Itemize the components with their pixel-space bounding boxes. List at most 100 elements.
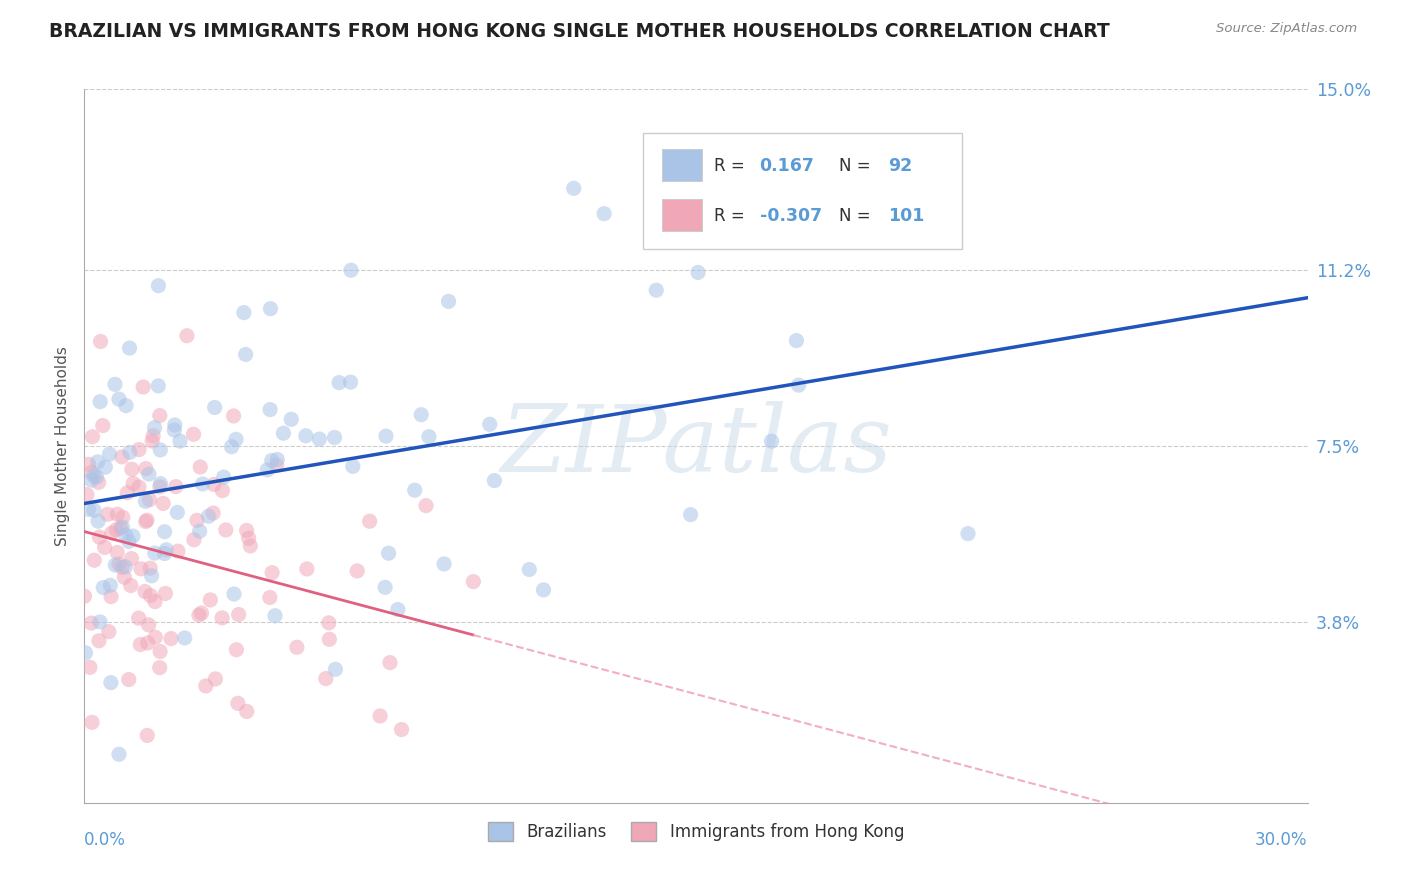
Point <box>315 672 337 686</box>
Point <box>266 452 288 467</box>
Point <box>138 618 160 632</box>
Text: 30.0%: 30.0% <box>1256 831 1308 849</box>
Point <box>111 520 134 534</box>
Point <box>83 503 105 517</box>
Point <box>318 615 340 630</box>
Point <box>89 394 111 409</box>
Point <box>183 533 205 547</box>
Point <box>374 580 396 594</box>
Point <box>143 594 166 608</box>
Point <box>87 633 110 648</box>
Point <box>77 457 100 471</box>
Point <box>134 584 156 599</box>
Point <box>149 409 172 423</box>
Point <box>80 715 103 730</box>
Point <box>105 523 128 537</box>
Point <box>129 638 152 652</box>
Point <box>200 593 222 607</box>
Point <box>232 305 254 319</box>
Y-axis label: Single Mother Households: Single Mother Households <box>55 346 70 546</box>
Text: 92: 92 <box>887 157 912 175</box>
Point <box>87 475 110 490</box>
Point <box>89 530 111 544</box>
Text: Source: ZipAtlas.com: Source: ZipAtlas.com <box>1216 22 1357 36</box>
Point <box>76 488 98 502</box>
Point <box>143 546 166 560</box>
Point <box>132 380 155 394</box>
Point <box>100 590 122 604</box>
Point <box>260 453 283 467</box>
Point <box>111 560 134 574</box>
Point <box>378 656 401 670</box>
Point <box>105 507 128 521</box>
Point <box>90 334 112 349</box>
Point <box>136 728 159 742</box>
Point <box>91 418 114 433</box>
Point <box>411 408 433 422</box>
Point <box>176 328 198 343</box>
Point <box>204 672 226 686</box>
Point <box>97 508 120 522</box>
Point <box>679 508 702 522</box>
Point <box>128 442 150 457</box>
Point <box>264 608 287 623</box>
Legend: Brazilians, Immigrants from Hong Kong: Brazilians, Immigrants from Hong Kong <box>481 815 911 848</box>
Point <box>114 559 136 574</box>
Point <box>325 662 347 676</box>
Point <box>108 557 131 571</box>
Point <box>139 589 162 603</box>
Point <box>787 378 810 392</box>
Point <box>104 377 127 392</box>
Point <box>166 505 188 519</box>
Point <box>377 546 399 560</box>
Point <box>323 430 346 444</box>
Text: BRAZILIAN VS IMMIGRANTS FROM HONG KONG SINGLE MOTHER HOUSEHOLDS CORRELATION CHAR: BRAZILIAN VS IMMIGRANTS FROM HONG KONG S… <box>49 22 1109 41</box>
Point <box>165 480 187 494</box>
Point <box>148 278 170 293</box>
Point <box>645 283 668 297</box>
Point <box>122 476 145 491</box>
Point <box>186 513 208 527</box>
Point <box>375 429 398 443</box>
Point <box>478 417 501 432</box>
Point <box>79 660 101 674</box>
Point <box>73 589 96 603</box>
Point <box>114 528 136 542</box>
Point <box>136 636 159 650</box>
Point <box>115 399 138 413</box>
Point <box>415 499 437 513</box>
Point <box>83 553 105 567</box>
Text: N =: N = <box>839 207 876 225</box>
Point <box>259 402 281 417</box>
Text: N =: N = <box>839 157 876 175</box>
Point <box>785 334 807 348</box>
Point <box>593 207 616 221</box>
Point <box>89 615 111 629</box>
Point <box>340 263 363 277</box>
Point <box>100 526 122 541</box>
Point <box>187 608 209 623</box>
Point <box>342 459 364 474</box>
Point <box>141 434 163 448</box>
Point <box>118 445 141 459</box>
Point <box>225 642 247 657</box>
Point <box>308 432 330 446</box>
Point <box>202 506 225 520</box>
Point <box>121 551 143 566</box>
Point <box>143 420 166 434</box>
Point <box>418 430 440 444</box>
Point <box>228 607 250 622</box>
Point <box>761 434 783 449</box>
Point <box>120 578 142 592</box>
Point <box>128 480 150 494</box>
Point <box>100 675 122 690</box>
Point <box>433 557 456 571</box>
Text: ZIPatlas: ZIPatlas <box>501 401 891 491</box>
Point <box>149 480 172 494</box>
Text: R =: R = <box>714 157 749 175</box>
Point <box>117 485 139 500</box>
Point <box>236 705 259 719</box>
Point <box>142 429 165 443</box>
Point <box>87 514 110 528</box>
Text: 0.167: 0.167 <box>759 157 814 175</box>
